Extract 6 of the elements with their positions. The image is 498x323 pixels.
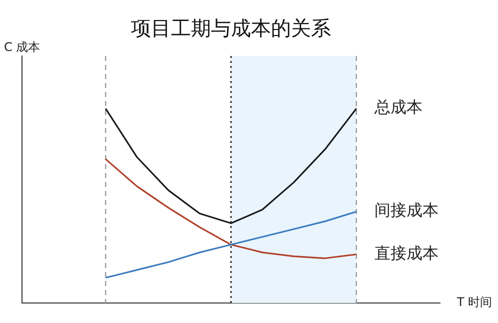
text: C 成本	[4, 40, 40, 54]
chart-title: 项目工期与成本的关系	[131, 16, 331, 40]
series-label: 总成本	[373, 98, 422, 117]
text: T 时间	[456, 295, 492, 310]
series-label: 直接成本	[374, 244, 438, 263]
series-label: 间接成本	[374, 200, 438, 220]
